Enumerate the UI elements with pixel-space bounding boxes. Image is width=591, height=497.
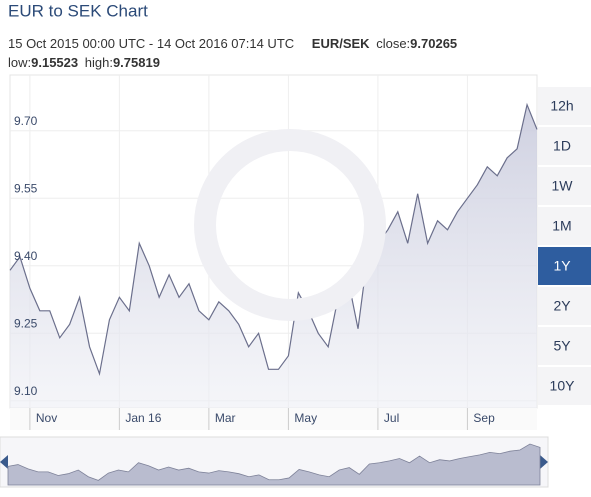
range-button[interactable]	[538, 287, 591, 325]
y-tick-label: 9.25	[14, 316, 38, 330]
range-button-label[interactable]: 1D	[553, 138, 571, 154]
date-range: 15 Oct 2015 00:00 UTC - 14 Oct 2016 07:1…	[8, 36, 294, 51]
close-label: close:	[376, 36, 410, 51]
y-tick-label: 9.10	[14, 384, 38, 398]
low-value: 9.15523	[31, 55, 78, 70]
x-tick-label: Sep	[473, 411, 495, 425]
range-button-label[interactable]: 1W	[552, 178, 574, 194]
navigator-handle-left[interactable]	[0, 455, 8, 469]
range-button[interactable]	[538, 207, 591, 245]
area	[10, 104, 537, 408]
low-label: low:	[8, 55, 31, 70]
close-value: 9.70265	[410, 36, 457, 51]
x-tick-label: Jul	[384, 411, 399, 425]
high-label: high:	[85, 55, 113, 70]
chart-title: EUR to SEK Chart	[8, 1, 148, 20]
x-tick-label: May	[294, 411, 317, 425]
range-button[interactable]	[538, 247, 591, 285]
range-button-label[interactable]: 2Y	[553, 298, 571, 314]
range-buttons: 12h 1D 1W 1M 1Y 2Y 5Y 10Y	[538, 87, 591, 405]
range-button-label[interactable]: 12h	[550, 98, 573, 114]
y-tick-label: 9.40	[14, 249, 38, 263]
x-tick-label: Jan 16	[125, 411, 161, 425]
range-button-label[interactable]: 1M	[552, 218, 571, 234]
x-axis-band	[10, 408, 537, 430]
watermark	[194, 129, 386, 321]
high-value: 9.75819	[113, 55, 160, 70]
range-button[interactable]	[538, 167, 591, 205]
range-button-label[interactable]: 10Y	[550, 378, 576, 394]
range-button-label[interactable]: 5Y	[553, 338, 571, 354]
range-stats: low:9.15523 high:9.75819	[8, 55, 160, 70]
range-button[interactable]	[538, 367, 591, 405]
range-button[interactable]	[538, 327, 591, 365]
y-tick-label: 9.70	[14, 114, 38, 128]
navigator-handle-right[interactable]	[540, 455, 548, 469]
pair: EUR/SEK	[312, 36, 370, 51]
x-tick-label: Nov	[36, 411, 57, 425]
range-button[interactable]	[538, 87, 591, 125]
range-button[interactable]	[538, 127, 591, 165]
line	[9, 102, 538, 377]
x-tick-label: Mar	[215, 411, 236, 425]
subtitle: 15 Oct 2015 00:00 UTC - 14 Oct 2016 07:1…	[8, 36, 457, 51]
navigator-area	[7, 443, 541, 486]
y-tick-label: 9.55	[14, 181, 38, 195]
range-button-label[interactable]: 1Y	[553, 258, 571, 274]
